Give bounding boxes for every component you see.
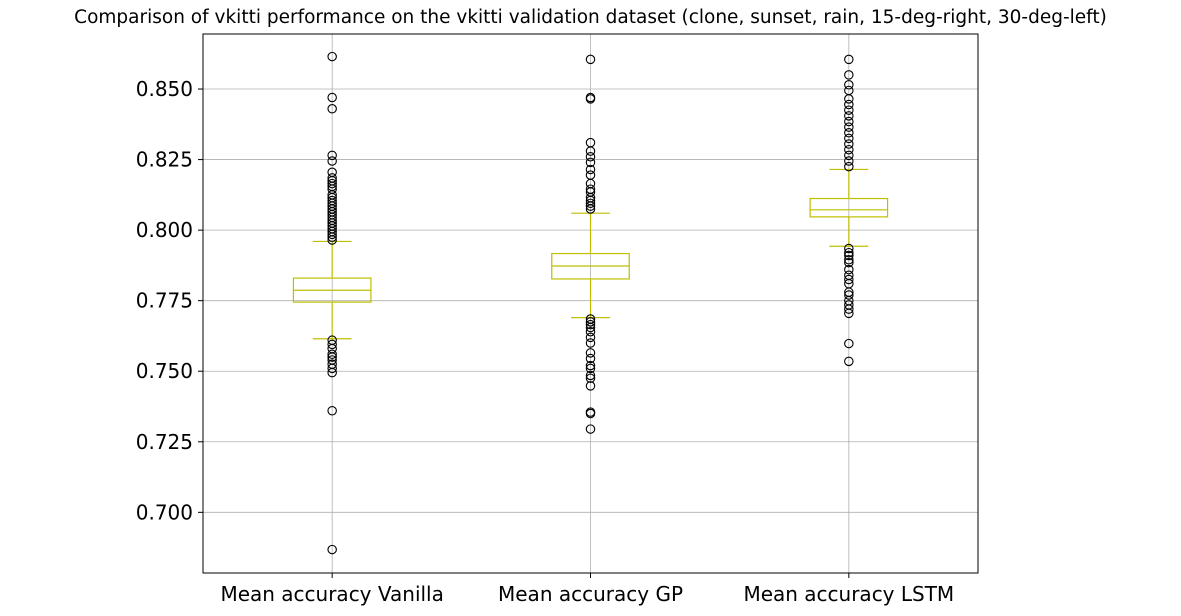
outlier-point xyxy=(844,338,854,349)
outlier-point xyxy=(585,373,596,384)
outlier-point xyxy=(844,304,854,314)
outlier-point xyxy=(585,370,596,381)
outlier-point xyxy=(844,99,854,110)
x-tick-label: Mean accuracy GP xyxy=(498,582,683,606)
outlier-point xyxy=(844,116,854,127)
outlier-point xyxy=(844,156,854,166)
outlier-point xyxy=(585,424,596,434)
box-iqr xyxy=(809,197,889,218)
x-tick-label: Mean accuracy Vanilla xyxy=(220,582,443,606)
y-tick-label: 0.700 xyxy=(136,500,193,524)
outlier-point xyxy=(585,348,596,358)
outlier-point xyxy=(844,161,854,172)
outlier-point xyxy=(585,201,596,211)
outlier-point xyxy=(585,152,596,162)
outlier-point xyxy=(327,51,337,62)
box-layer xyxy=(292,168,889,340)
outlier-point xyxy=(585,353,596,364)
y-tick-label: 0.850 xyxy=(136,77,193,101)
outlier-point xyxy=(327,156,337,166)
outlier-point xyxy=(585,360,596,371)
outlier-point xyxy=(585,363,596,374)
outlier-point xyxy=(327,367,337,378)
outlier-point xyxy=(585,326,596,337)
outlier-point xyxy=(844,243,854,254)
outlier-point xyxy=(844,255,854,265)
outlier-point xyxy=(844,247,854,258)
outlier-point xyxy=(844,356,854,367)
outlier-point xyxy=(844,54,854,65)
outlier-point xyxy=(844,94,854,104)
outlier-point xyxy=(327,363,337,374)
y-tick-label: 0.750 xyxy=(136,359,193,383)
outlier-point xyxy=(844,133,854,144)
outlier-point xyxy=(844,144,854,155)
outlier-point xyxy=(327,405,337,416)
outlier-point xyxy=(844,250,854,261)
axis-layer: 0.700 0.725 0.750 0.775 0.800 0.825 0.850 Mean … xyxy=(136,77,954,606)
y-tick-label: 0.725 xyxy=(136,430,193,454)
outlier-point xyxy=(844,264,854,275)
outlier-point xyxy=(585,54,596,65)
outlier-point xyxy=(327,104,337,114)
outlier-point xyxy=(844,139,854,149)
outlier-point xyxy=(585,381,596,391)
outlier-point xyxy=(844,308,854,319)
x-tick-label: Mean accuracy LSTM xyxy=(743,582,954,606)
outlier-point xyxy=(327,178,337,189)
outlier-point xyxy=(585,204,596,214)
outlier-point xyxy=(327,235,337,245)
outlier-point xyxy=(327,339,337,350)
y-tick-label: 0.775 xyxy=(136,289,193,313)
outlier-point xyxy=(844,70,854,80)
outlier-point xyxy=(844,122,854,132)
outlier-point xyxy=(585,157,596,168)
outlier-point xyxy=(327,232,337,242)
outlier-point xyxy=(327,352,337,362)
outlier-point xyxy=(585,94,596,104)
outlier-point xyxy=(844,150,854,161)
y-tick-label: 0.800 xyxy=(136,218,193,242)
outlier-point xyxy=(585,146,596,156)
outlier-point xyxy=(844,111,854,121)
outlier-point xyxy=(844,290,854,300)
outlier-point xyxy=(327,349,337,360)
outlier-point xyxy=(585,164,596,175)
outlier-point xyxy=(844,128,854,138)
outlier-point xyxy=(844,274,854,285)
outlier-point xyxy=(585,317,596,327)
outlier-point xyxy=(585,408,596,419)
outlier-point xyxy=(585,322,596,333)
outlier-point xyxy=(327,544,337,555)
chart-title: Comparison of vkitti performance on the … xyxy=(74,7,1107,28)
outlier-point xyxy=(844,105,854,115)
outlier-point xyxy=(844,80,854,90)
outlier-point xyxy=(585,338,596,348)
outlier-point xyxy=(585,198,596,209)
outlier-point xyxy=(327,229,337,240)
outlier-point xyxy=(327,150,337,161)
y-tick-label: 0.825 xyxy=(136,148,193,172)
outlier-point xyxy=(327,92,337,103)
flier-layer xyxy=(327,51,854,555)
outlier-point xyxy=(844,257,854,268)
outlier-point xyxy=(585,332,596,343)
outlier-point xyxy=(585,319,596,330)
